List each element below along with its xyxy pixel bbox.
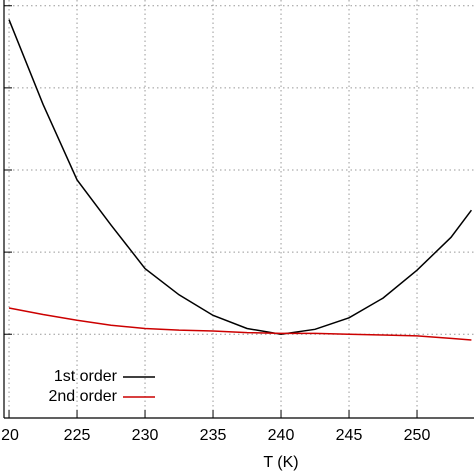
x-tick-label: 235	[200, 427, 227, 444]
legend-label: 2nd order	[49, 388, 118, 405]
series-line	[8, 19, 473, 335]
x-tick-label: 225	[64, 427, 91, 444]
x-tick-label: 250	[404, 427, 431, 444]
x-axis-label: T (K)	[263, 454, 298, 471]
x-tick-label: 245	[336, 427, 363, 444]
series-line	[8, 307, 472, 341]
x-tick-label: 230	[132, 427, 159, 444]
legend-label: 1st order	[54, 368, 118, 385]
x-tick-label: 20	[1, 427, 19, 444]
x-tick-label: 240	[268, 427, 295, 444]
